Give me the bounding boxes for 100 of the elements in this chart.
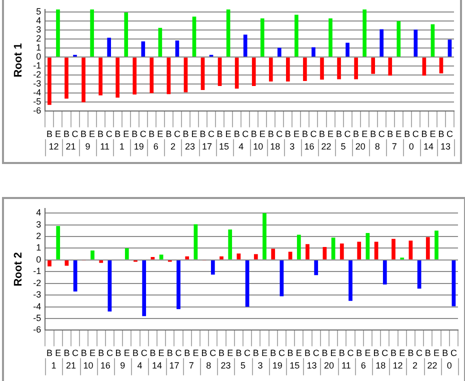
x-tick-label: B <box>46 348 53 358</box>
x-tick-label: B <box>182 129 189 140</box>
bar <box>260 18 264 57</box>
x-tick-label: C <box>140 129 147 140</box>
bar <box>312 47 316 57</box>
bar <box>107 38 111 57</box>
y-tick-label: 5 <box>36 6 42 17</box>
x-tick-label: B <box>115 348 122 358</box>
text: 18 <box>270 142 280 152</box>
y-tick-label: 0 <box>36 254 42 264</box>
x-tick-label: B <box>387 129 394 140</box>
bar <box>288 252 292 260</box>
bar <box>306 244 310 260</box>
x-tick-label: B <box>270 348 276 358</box>
bar <box>220 256 224 260</box>
bar <box>82 58 86 102</box>
bar <box>408 240 413 260</box>
x-tick-label: B <box>370 129 376 140</box>
y-tick-label: -1 <box>33 60 42 71</box>
bar <box>296 234 301 260</box>
x-tick-label: B <box>80 129 87 140</box>
x-tick-label: B <box>184 348 190 358</box>
y-tick-label: -6 <box>33 106 42 116</box>
bar <box>396 21 401 57</box>
x-tick-label: C <box>412 129 420 140</box>
text: 1 <box>51 360 56 371</box>
x-tick-label: B <box>424 348 431 358</box>
text: 21 <box>66 360 76 371</box>
x-tick-label: C <box>208 129 216 140</box>
bar <box>236 253 241 260</box>
y-tick-label: -2 <box>33 70 42 80</box>
y-tick-label: 4 <box>36 16 42 26</box>
x-tick-label: B <box>216 129 223 140</box>
bar <box>331 238 336 260</box>
x-tick-label: B <box>166 348 173 358</box>
text: 5 <box>240 360 246 371</box>
x-tick-label: C <box>72 348 80 358</box>
bar <box>303 58 307 82</box>
bar <box>430 24 435 57</box>
x-tick-label: E <box>227 348 234 358</box>
x-tick-label: C <box>344 129 352 140</box>
bar <box>56 9 60 57</box>
x-tick-label: B <box>322 348 328 358</box>
x-tick-label: E <box>296 348 302 358</box>
x-tick-label: B <box>80 348 87 358</box>
x-tick-label: E <box>364 348 371 358</box>
x-tick-label: B <box>442 348 448 358</box>
x-tick-label: B <box>353 129 360 140</box>
text: 9 <box>85 142 90 152</box>
x-tick-label: E <box>191 129 198 140</box>
y-tick-label: 3 <box>36 24 42 35</box>
bar <box>48 260 52 266</box>
y-tick-label: 2 <box>36 230 42 241</box>
bar <box>254 254 258 260</box>
x-tick-label: C <box>378 129 386 140</box>
bar <box>268 58 273 82</box>
x-tick-label: B <box>390 348 397 358</box>
x-tick-label: B <box>421 129 428 140</box>
x-tick-label: B <box>356 348 362 358</box>
x-tick-label: C <box>106 129 113 140</box>
bar <box>262 213 266 260</box>
bar <box>99 260 104 263</box>
x-tick-label: C <box>446 129 454 140</box>
bar <box>280 260 284 296</box>
bar <box>277 48 282 57</box>
bar <box>73 260 78 292</box>
text: 19 <box>272 360 282 371</box>
text: 7 <box>392 142 397 152</box>
y-tick-label: -6 <box>33 324 42 335</box>
text: 16 <box>304 142 314 152</box>
bar <box>392 238 396 260</box>
bar <box>192 16 196 57</box>
bar <box>124 248 129 260</box>
x-tick-label: C <box>416 348 424 358</box>
x-tick-label: B <box>200 129 206 140</box>
x-tick-label: C <box>174 129 181 140</box>
x-tick-label: C <box>450 348 458 358</box>
y-tick-label: -2 <box>33 278 42 288</box>
bar <box>252 58 256 86</box>
x-tick-label: B <box>284 129 291 140</box>
text: 7 <box>188 360 194 371</box>
y-tick-label: -5 <box>33 312 42 323</box>
x-tick-label: C <box>276 129 284 140</box>
text: 2 <box>412 360 418 371</box>
bar <box>328 18 332 57</box>
x-tick-label: E <box>89 129 96 140</box>
text: 22 <box>427 360 438 371</box>
y-tick-label: -1 <box>33 266 42 276</box>
text: 2 <box>170 142 176 152</box>
bar <box>348 260 352 301</box>
x-tick-label: B <box>318 129 325 140</box>
bar <box>226 9 230 57</box>
bar <box>141 41 146 57</box>
bar <box>337 58 341 80</box>
x-tick-label: B <box>287 348 294 358</box>
y-tick-label: 0 <box>36 52 42 62</box>
x-tick-label: E <box>89 348 96 358</box>
bar <box>357 242 362 260</box>
bar <box>56 226 60 260</box>
x-tick-label: B <box>408 348 414 358</box>
